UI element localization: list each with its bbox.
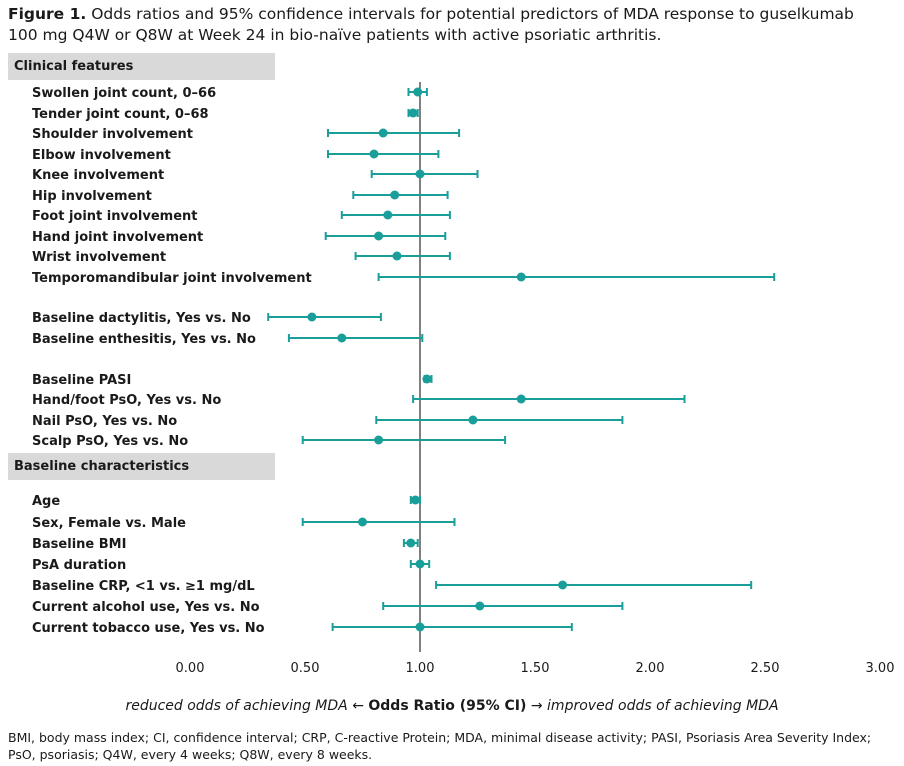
odds-ratio-point	[307, 312, 317, 322]
x-caption-left: reduced odds of achieving MDA	[125, 698, 348, 714]
odds-ratio-point	[422, 374, 432, 384]
footnote: BMI, body mass index; CI, confidence int…	[8, 730, 872, 762]
x-tick-label: 0.00	[176, 661, 205, 676]
odds-ratio-point	[410, 495, 420, 505]
row-label: Baseline dactylitis, Yes vs. No	[32, 311, 251, 326]
x-axis-caption: reduced odds of achieving MDA ← Odds Rat…	[0, 698, 904, 714]
row-label: Current alcohol use, Yes vs. No	[32, 600, 260, 615]
row-label: Hand/foot PsO, Yes vs. No	[32, 393, 221, 408]
odds-ratio-point	[390, 190, 400, 200]
figure-title-text: Odds ratios and 95% confidence intervals…	[8, 5, 854, 44]
odds-ratio-point	[413, 87, 423, 97]
figure-label: Figure 1.	[8, 5, 87, 23]
row-label: Foot joint involvement	[32, 209, 198, 224]
x-tick-label: 0.50	[291, 661, 320, 676]
odds-ratio-point	[392, 251, 402, 261]
row-label: PsA duration	[32, 558, 126, 573]
odds-ratio-point	[415, 622, 425, 632]
x-tick-label: 3.00	[866, 661, 895, 676]
odds-ratio-point	[378, 128, 388, 138]
odds-ratio-point	[337, 333, 347, 343]
odds-ratio-point	[516, 394, 526, 404]
row-label: Baseline PASI	[32, 373, 131, 388]
odds-ratio-point	[358, 517, 367, 527]
x-caption-left-arrow: ←	[352, 698, 364, 714]
odds-ratio-point	[558, 580, 568, 590]
row-label: Temporomandibular joint involvement	[32, 271, 312, 286]
odds-ratio-point	[415, 169, 425, 179]
row-label: Age	[32, 494, 60, 509]
row-label: Nail PsO, Yes vs. No	[32, 414, 177, 429]
row-label: Tender joint count, 0–68	[32, 107, 209, 122]
row-label: Elbow involvement	[32, 148, 171, 163]
x-caption-right-arrow: →	[530, 698, 543, 714]
x-tick-label: 2.00	[636, 661, 665, 676]
row-label: Hip involvement	[32, 189, 152, 204]
odds-ratio-point	[408, 108, 418, 118]
row-label: Current tobacco use, Yes vs. No	[32, 621, 265, 636]
x-caption-right: improved odds of achieving MDA	[547, 698, 779, 714]
forest-plot: 0.00 0.50 1.00 1.50 2.00 2.50 3.00 Swollen join…	[32, 82, 895, 676]
row-label: Shoulder involvement	[32, 127, 193, 142]
row-label: Scalp PsO, Yes vs. No	[32, 434, 188, 449]
odds-ratio-point	[516, 272, 526, 282]
odds-ratio-point	[406, 538, 416, 548]
odds-ratio-point	[415, 559, 425, 569]
odds-ratio-point	[369, 149, 379, 159]
row-label: Baseline BMI	[32, 537, 126, 552]
row-label: Baseline enthesitis, Yes vs. No	[32, 332, 256, 347]
odds-ratio-point	[468, 415, 478, 425]
odds-ratio-point	[383, 210, 393, 220]
row-label: Baseline CRP, <1 vs. ≥1 mg/dL	[32, 579, 255, 594]
figure-title: Figure 1. Odds ratios and 95% confidence…	[8, 4, 888, 46]
odds-ratio-point	[475, 601, 485, 611]
row-label: Swollen joint count, 0–66	[32, 86, 216, 101]
row-label: Hand joint involvement	[32, 230, 203, 245]
x-axis-title: Odds Ratio (95% CI)	[368, 698, 527, 714]
x-tick-label: 1.00	[406, 661, 435, 676]
section-header-baseline-characteristics: Baseline characteristics	[8, 453, 275, 480]
odds-ratio-point	[374, 231, 384, 241]
x-tick-label: 2.50	[751, 661, 780, 676]
row-label: Wrist involvement	[32, 250, 166, 265]
odds-ratio-point	[374, 435, 384, 445]
x-tick-label: 1.50	[521, 661, 550, 676]
section-header-clinical-features: Clinical features	[8, 53, 275, 80]
row-label: Knee involvement	[32, 168, 164, 183]
row-label: Sex, Female vs. Male	[32, 516, 186, 531]
